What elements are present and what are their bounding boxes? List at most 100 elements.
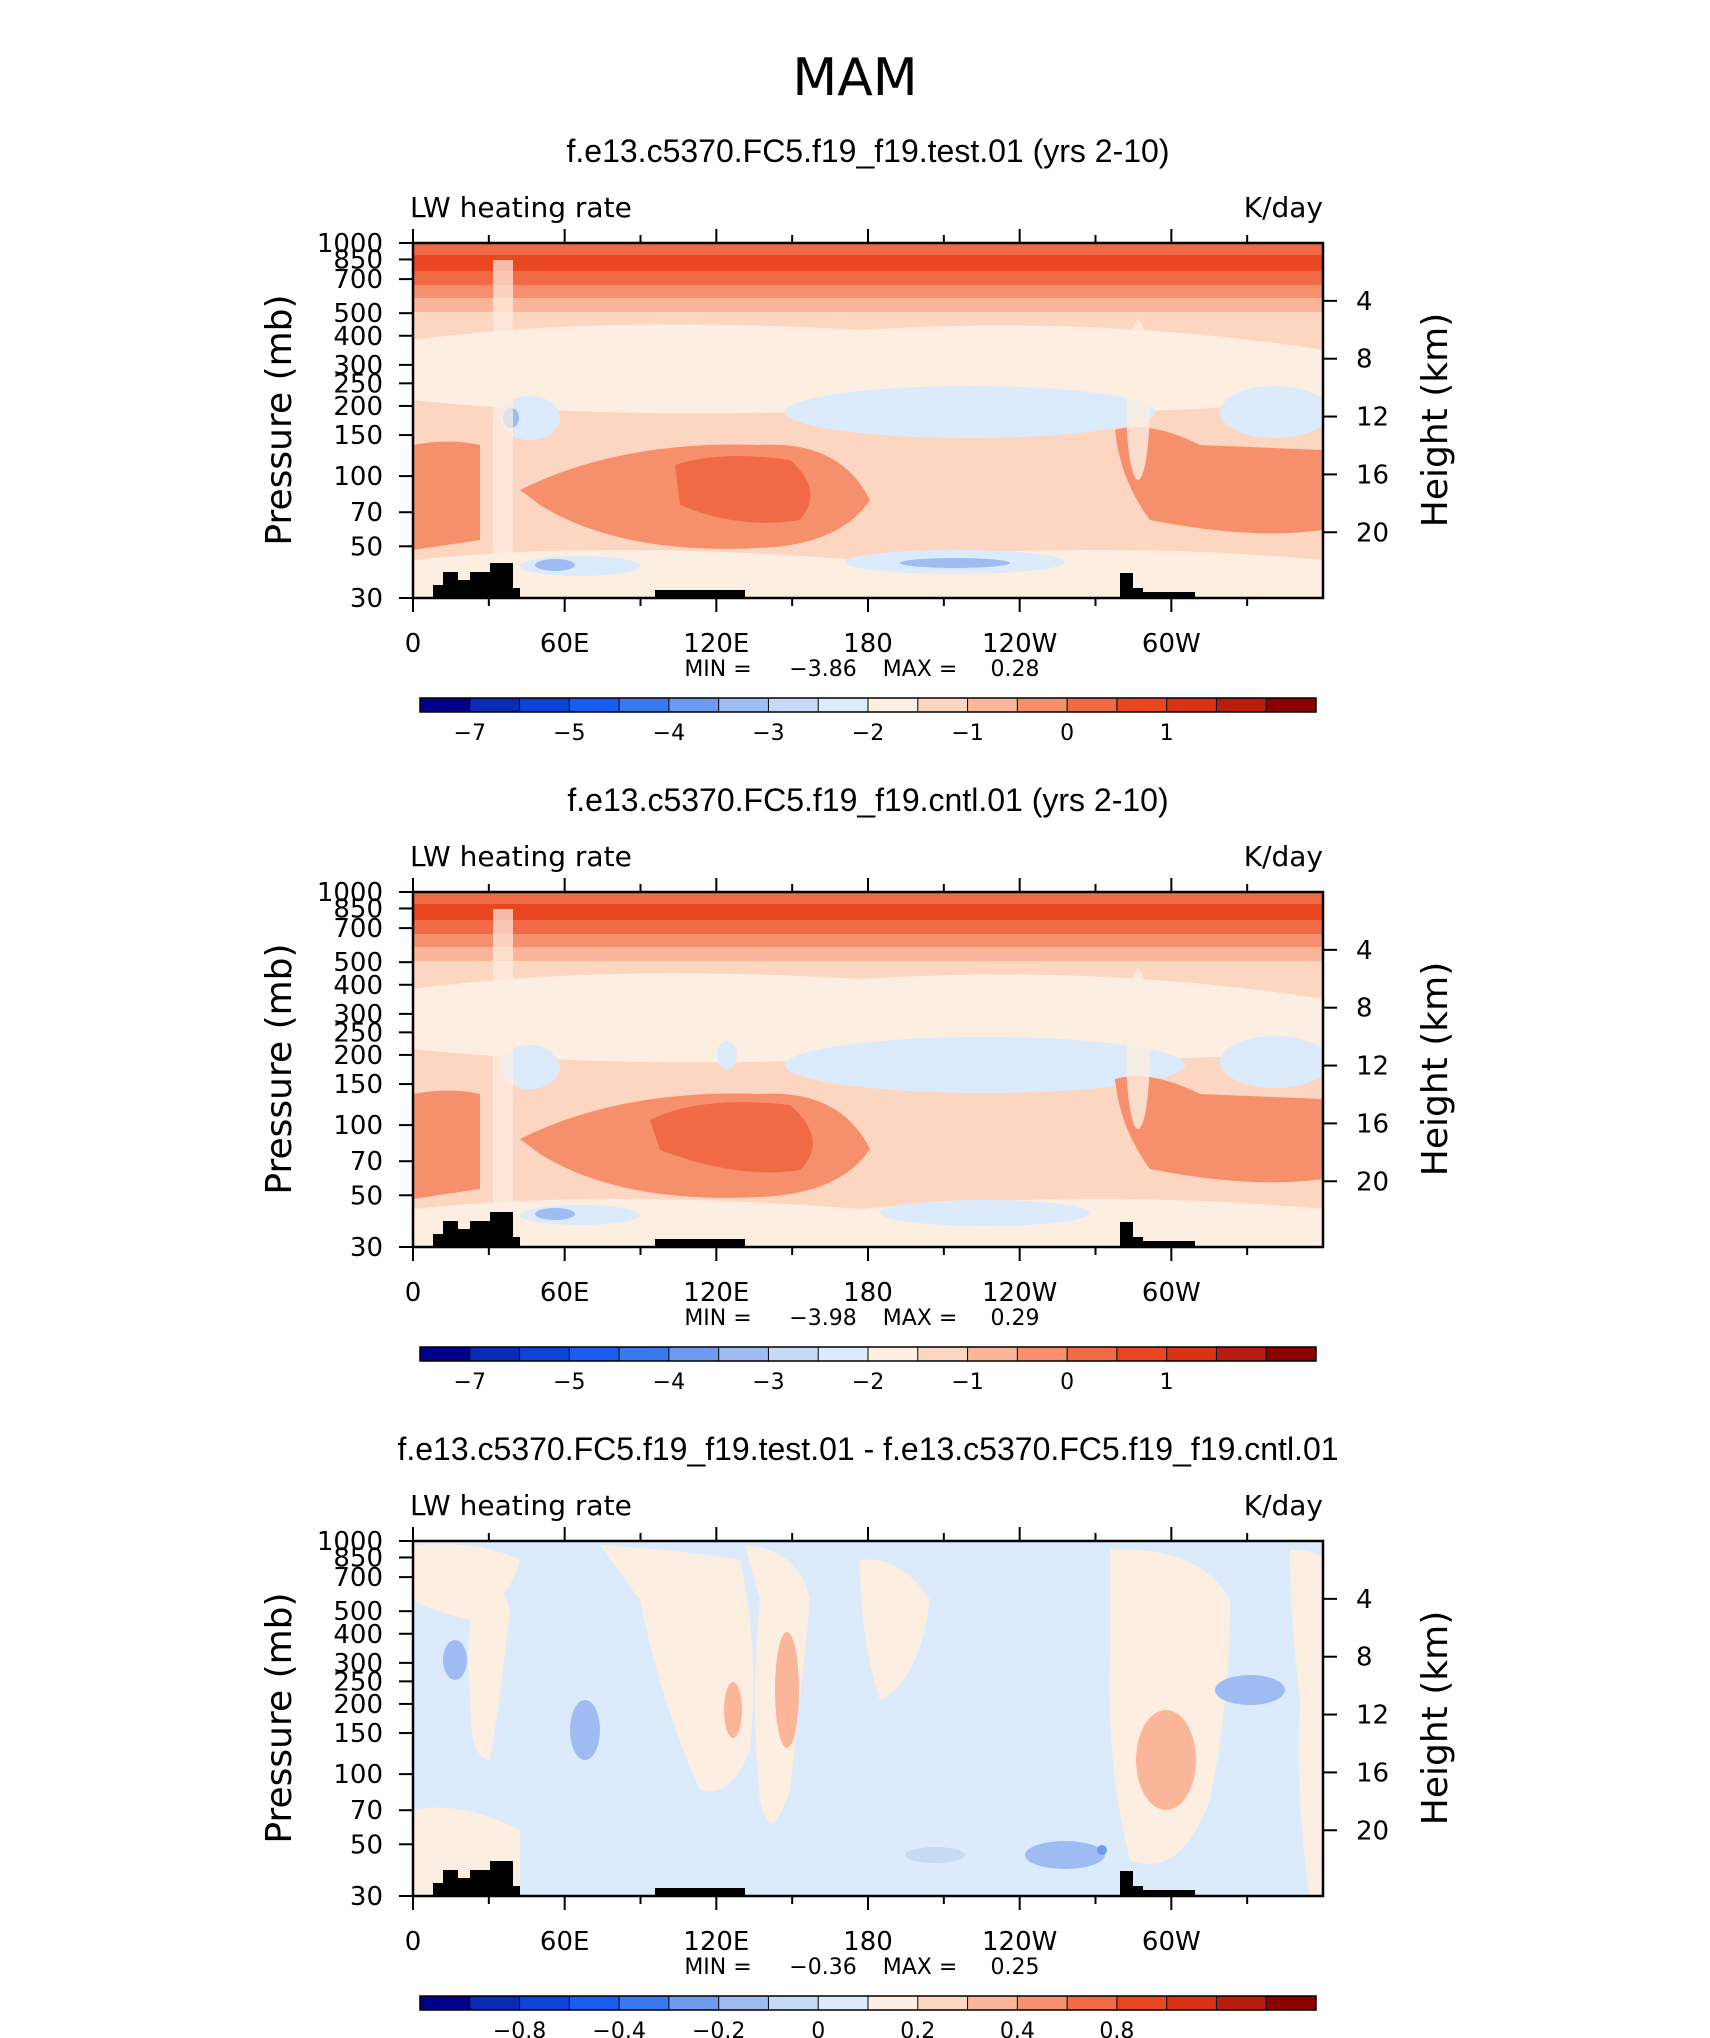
colorbar-box [1116,1347,1168,1361]
colorbar-box [1166,1347,1217,1361]
colorbar-box [569,1347,620,1361]
colorbar-box [519,1996,570,2010]
colorbar-tick-label: −4 [653,1370,685,1395]
panel-2-min-label: MIN = [684,1306,751,1331]
y-tick-label: 150 [333,1070,383,1100]
panel-3-y-axis-title: Pressure (mb) [259,1592,300,1843]
colorbar-box [718,698,769,712]
colorbar-tick-label: 1 [1160,1370,1174,1395]
x-tick-label: 120E [683,1927,749,1957]
panel-2-max-label: MAX = [883,1306,958,1331]
y-tick-label: 300 [333,351,383,381]
y2-tick-label: 16 [1356,1109,1389,1139]
colorbar-tick-label: −5 [553,1370,585,1395]
y-tick-label: 50 [350,1830,383,1860]
panel-3-min-value: −0.36 [789,1955,856,1980]
panel-3-variable-label: LW heating rate [410,1489,632,1522]
colorbar-box [1017,698,1068,712]
colorbar-box [1116,1996,1168,2010]
y-tick-label: 70 [350,1147,383,1177]
colorbar-box [619,1347,670,1361]
colorbar-box [1266,698,1317,712]
y-tick-label: 850 [333,245,383,275]
y-tick-label: 200 [333,392,383,422]
y-tick-label: 700 [333,1563,383,1593]
colorbar-box [1216,1347,1267,1361]
panel-1-variable-label: LW heating rate [410,191,632,224]
colorbar-box [420,1996,471,2010]
y2-tick-label: 12 [1356,403,1389,433]
panel-1-min-value: −3.86 [789,657,856,682]
panel-1-colorbar: −7 −5 −4 −3 −2 −1 0 1 [419,697,1317,746]
colorbar-box [1166,698,1217,712]
colorbar-box [967,1347,1018,1361]
panel-1-units-label: K/day [1244,191,1323,224]
y2-tick-label: 8 [1356,1643,1373,1673]
x-tick-label: 60W [1142,1278,1201,1308]
colorbar-box [1266,1347,1317,1361]
y-tick-label: 150 [333,1719,383,1749]
colorbar-box [917,698,969,712]
colorbar-tick-label: 0 [1060,721,1074,746]
y2-tick-label: 4 [1356,287,1373,317]
colorbar-box [469,1347,521,1361]
colorbar-box [917,1996,969,2010]
x-tick-label: 120W [982,629,1057,659]
y-tick-label: 50 [350,532,383,562]
y-tick-label: 30 [350,1233,383,1263]
colorbar-box [818,698,869,712]
colorbar-tick-label: −0.8 [493,2019,546,2038]
y-tick-label: 50 [350,1181,383,1211]
y2-tick-label: 20 [1356,518,1389,548]
y-tick-label: 1000 [317,229,383,259]
panel-2-units-label: K/day [1244,840,1323,873]
x-tick-label: 180 [843,629,893,659]
panel-3-y2-axis-title: Height (km) [1415,1611,1456,1825]
colorbar-box [619,698,670,712]
colorbar-tick-label: −3 [752,1370,784,1395]
panel-1-y2-axis-title: Height (km) [1415,313,1456,527]
panel-1-max-label: MAX = [883,657,958,682]
panel-3-colorbar: −0.8 −0.4 −0.2 0 0.2 0.4 0.8 [419,1995,1317,2038]
panel-1-height-axis: 20 16 12 8 4 [1323,287,1389,548]
y2-tick-label: 20 [1356,1816,1389,1846]
colorbar-box [519,1347,570,1361]
y-tick-label: 400 [333,322,383,352]
colorbar-box [519,698,570,712]
y-tick-label: 700 [333,914,383,944]
y-tick-label: 200 [333,1690,383,1720]
colorbar-box [967,1996,1018,2010]
y-tick-label: 850 [333,894,383,924]
colorbar-tick-label: −1 [951,1370,983,1395]
y-tick-label: 500 [333,948,383,978]
panel-2-y-axis-title: Pressure (mb) [259,943,300,1194]
x-tick-label: 120E [683,629,749,659]
y-tick-label: 250 [333,1667,383,1697]
colorbar-tick-label: −1 [951,721,983,746]
colorbar-tick-label: −7 [454,1370,486,1395]
colorbar-box [469,1996,521,2010]
y-tick-label: 150 [333,421,383,451]
x-tick-label: 0 [405,1278,422,1308]
colorbar-tick-label: −3 [752,721,784,746]
panel-3-title: f.e13.c5370.FC5.f19_f19.test.01 - f.e13.… [397,1431,1338,1467]
panel-1-min-label: MIN = [684,657,751,682]
colorbar-box [868,698,919,712]
colorbar-tick-label: 0.4 [1000,2019,1035,2038]
colorbar-box [1166,1996,1217,2010]
y-tick-label: 70 [350,1796,383,1826]
panel-3-x-axis: 0 60E 120E 180 120W 60W [405,1527,1249,1957]
panel-1-y-axis-title: Pressure (mb) [259,294,300,545]
panel-2-colorbar: −7 −5 −4 −3 −2 −1 0 1 [419,1346,1317,1395]
panel-3-min-label: MIN = [684,1955,751,1980]
y2-tick-label: 16 [1356,460,1389,490]
colorbar-box [718,1996,769,2010]
panel-1-contour-field [413,243,1323,598]
colorbar-box [1116,698,1168,712]
y2-tick-label: 4 [1356,936,1373,966]
colorbar-box [1067,1347,1118,1361]
panel-3-max-label: MAX = [883,1955,958,1980]
colorbar-box [619,1996,670,2010]
colorbar-box [1067,698,1118,712]
colorbar-box [718,1347,769,1361]
